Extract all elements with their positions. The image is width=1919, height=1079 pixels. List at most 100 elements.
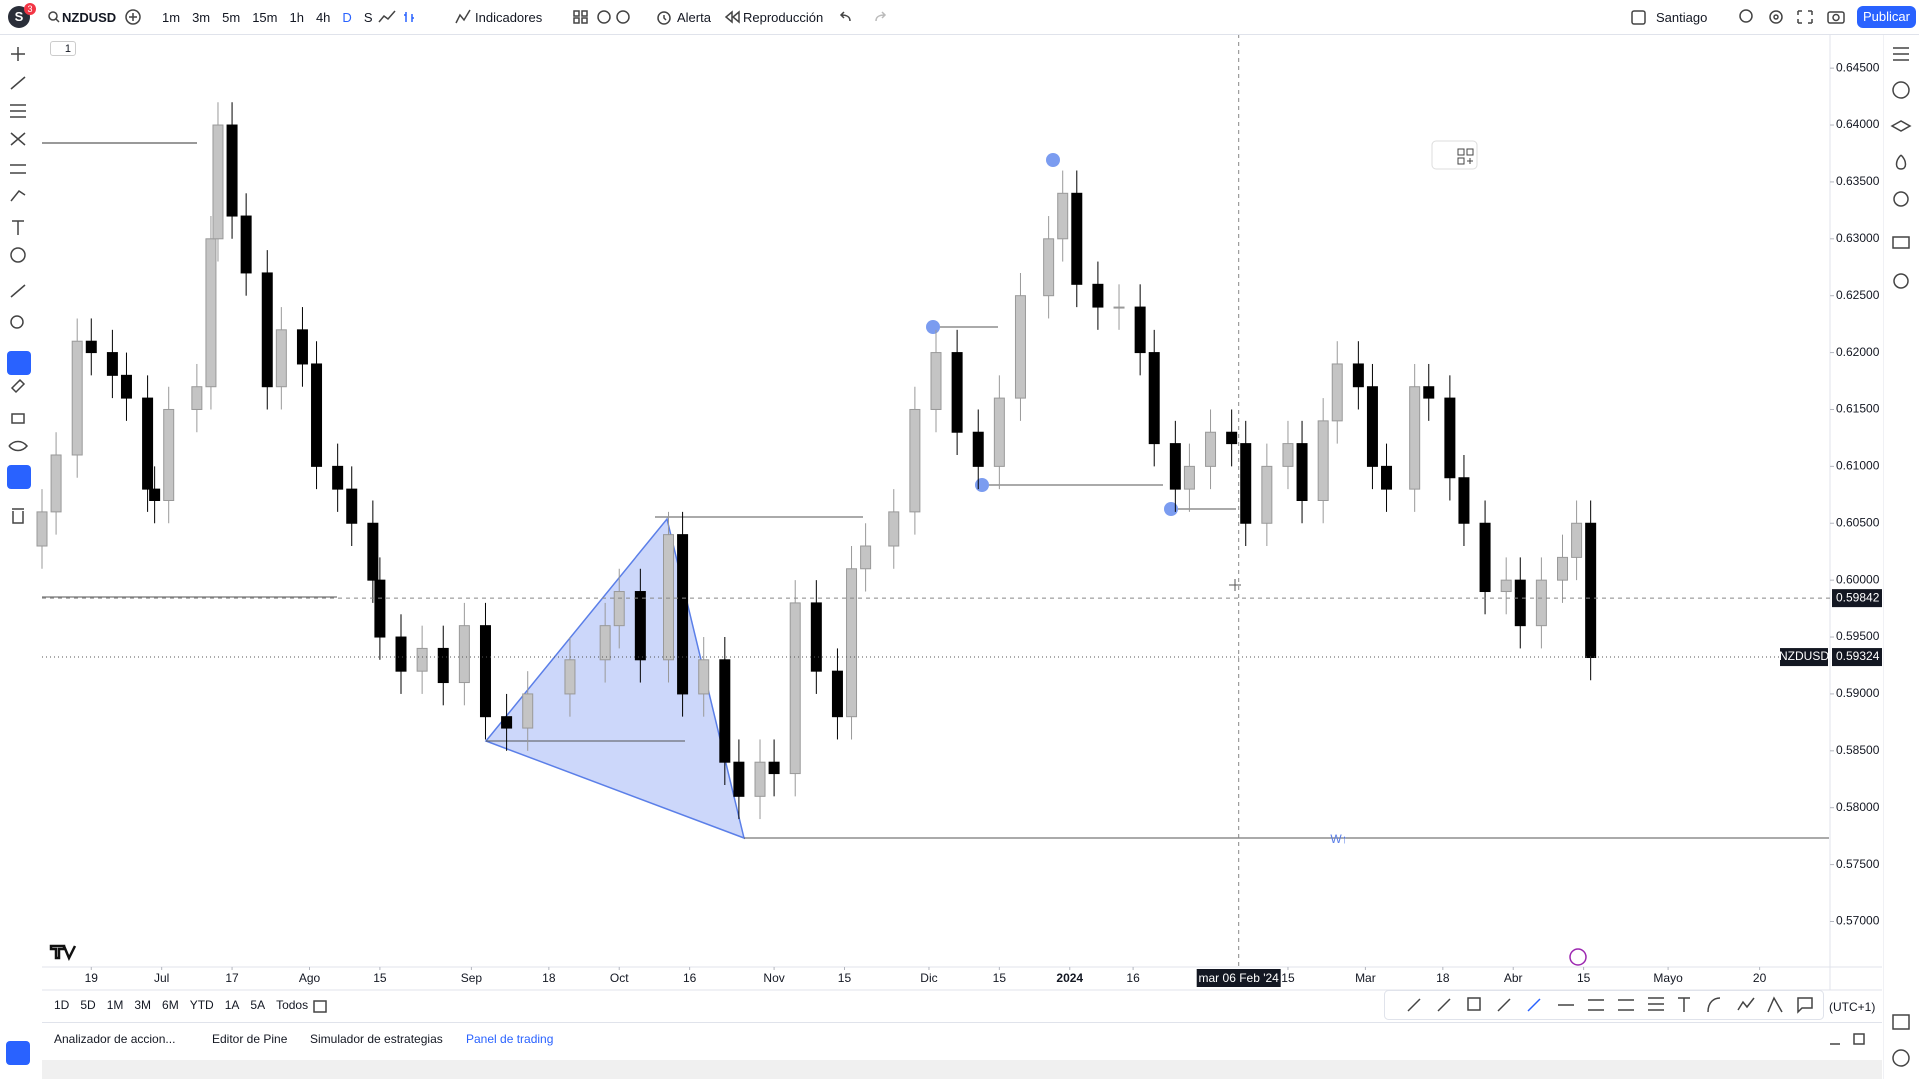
- sync-tool[interactable]: [7, 465, 31, 489]
- candle-body: [261, 272, 273, 388]
- streams[interactable]: [1893, 273, 1909, 289]
- emoji-tool[interactable]: [10, 247, 26, 263]
- magnet-tool[interactable]: [7, 351, 31, 375]
- watchlist[interactable]: [1893, 47, 1909, 61]
- x-tick-label: 18: [1436, 971, 1450, 985]
- replay-button[interactable]: Reproducción: [743, 10, 824, 25]
- interval[interactable]: 1m: [162, 10, 181, 25]
- templates-icons[interactable]: [572, 8, 632, 26]
- x-tick-label: Dic: [920, 971, 937, 985]
- chat[interactable]: [1892, 236, 1910, 249]
- lock-tool[interactable]: [11, 413, 25, 424]
- checkbox[interactable]: [1631, 10, 1646, 25]
- interval[interactable]: 3m: [192, 10, 211, 25]
- tab[interactable]: Panel de trading: [466, 1032, 554, 1046]
- alert-button[interactable]: Alerta: [677, 10, 711, 25]
- candle-body: [1557, 556, 1569, 581]
- goto-date[interactable]: [312, 998, 328, 1014]
- anchor-point[interactable]: [975, 478, 989, 492]
- interval[interactable]: 15m: [252, 10, 278, 25]
- pattern-tool[interactable]: [10, 132, 26, 146]
- top-right-icons[interactable]: [1738, 8, 1850, 26]
- anchor-point[interactable]: [1164, 502, 1178, 516]
- x-tick-label: Abr: [1504, 971, 1523, 985]
- cursor-tool[interactable]: [11, 47, 25, 61]
- undo-redo[interactable]: [838, 10, 888, 24]
- ideas[interactable]: [1893, 191, 1909, 207]
- candle-body: [1352, 363, 1364, 388]
- brush-tool[interactable]: [10, 189, 26, 202]
- compare-icon[interactable]: [125, 9, 141, 25]
- candle-body: [1057, 192, 1069, 240]
- interval[interactable]: S: [363, 10, 373, 25]
- candle-body: [106, 352, 118, 376]
- chart-style-icons[interactable]: [378, 9, 438, 25]
- interval[interactable]: 4h: [315, 10, 331, 25]
- zoom-tool[interactable]: [10, 315, 24, 329]
- anchor-point[interactable]: [926, 320, 940, 334]
- candle-body: [1148, 352, 1160, 445]
- x-tick-label: 15: [1577, 971, 1591, 985]
- range-button[interactable]: 3M: [134, 998, 152, 1012]
- text-tool[interactable]: [12, 220, 24, 235]
- candle-body: [663, 534, 675, 661]
- range-button[interactable]: 5A: [250, 998, 266, 1012]
- indicators-button[interactable]: Indicadores: [475, 10, 543, 25]
- panel-controls[interactable]: [1828, 1030, 1868, 1050]
- candle-body: [311, 363, 323, 467]
- trash-tool[interactable]: [12, 508, 24, 524]
- anchor-point[interactable]: [1046, 153, 1060, 167]
- candle-body: [36, 511, 48, 547]
- tabs-border: [42, 1022, 1882, 1023]
- ruler-tool[interactable]: [10, 284, 26, 298]
- bottom-tabs: Analizador de accion... Editor de Pine Sim…: [54, 1032, 586, 1046]
- hotlist[interactable]: [1895, 154, 1907, 170]
- line-tool[interactable]: [10, 76, 26, 90]
- range-button[interactable]: 5D: [80, 998, 96, 1012]
- candle-body: [909, 408, 921, 513]
- lock-draw-tool[interactable]: [10, 378, 26, 394]
- tab[interactable]: Editor de Pine: [212, 1032, 288, 1046]
- symbol[interactable]: NZDUSD: [62, 10, 117, 25]
- legend-toggle[interactable]: 1: [50, 41, 76, 56]
- eye-tool[interactable]: [8, 440, 28, 452]
- range-button[interactable]: YTD: [189, 998, 214, 1012]
- layers[interactable]: [1890, 120, 1912, 132]
- candle-body: [346, 488, 358, 524]
- projection-tool[interactable]: [10, 164, 26, 174]
- candle-body: [367, 522, 379, 581]
- floating-widget[interactable]: [1431, 140, 1478, 170]
- candle-body: [142, 397, 154, 490]
- tab[interactable]: Analizador de accion...: [54, 1032, 176, 1046]
- candle-body: [226, 124, 238, 217]
- calendar[interactable]: [1892, 1014, 1910, 1030]
- candle-body: [846, 568, 858, 718]
- candle-body: [120, 374, 132, 399]
- range-button[interactable]: Todos: [276, 998, 309, 1012]
- range-button[interactable]: 6M: [162, 998, 179, 1012]
- help[interactable]: [1892, 1049, 1910, 1067]
- alerts[interactable]: [1892, 81, 1910, 99]
- y-tick-label: 0.63500: [1836, 174, 1880, 188]
- timezone[interactable]: (UTC+1): [1829, 1000, 1876, 1014]
- interval[interactable]: 1h: [289, 10, 304, 25]
- candle-body: [149, 488, 161, 501]
- x-tick-label: Jul: [154, 971, 169, 985]
- candle-body: [972, 431, 984, 467]
- event-icon[interactable]: [1569, 948, 1587, 966]
- candle-body: [275, 329, 287, 388]
- publish-button[interactable]: Publicar: [1857, 6, 1916, 28]
- tab[interactable]: Simulador de estrategias: [310, 1032, 443, 1046]
- y-tick-label: 0.57000: [1836, 914, 1880, 928]
- range-button[interactable]: 1A: [224, 998, 240, 1012]
- interval[interactable]: 5m: [222, 10, 241, 25]
- candle-body: [768, 761, 780, 775]
- fib-tool[interactable]: [10, 104, 26, 118]
- indicators-icon: [455, 9, 471, 24]
- favorites-button[interactable]: [6, 1041, 30, 1065]
- interval[interactable]: D: [342, 10, 352, 25]
- range-button[interactable]: 1D: [54, 998, 70, 1012]
- range-button[interactable]: 1M: [106, 998, 124, 1012]
- layout-name[interactable]: Santiago: [1656, 10, 1708, 25]
- candle-body: [831, 670, 843, 718]
